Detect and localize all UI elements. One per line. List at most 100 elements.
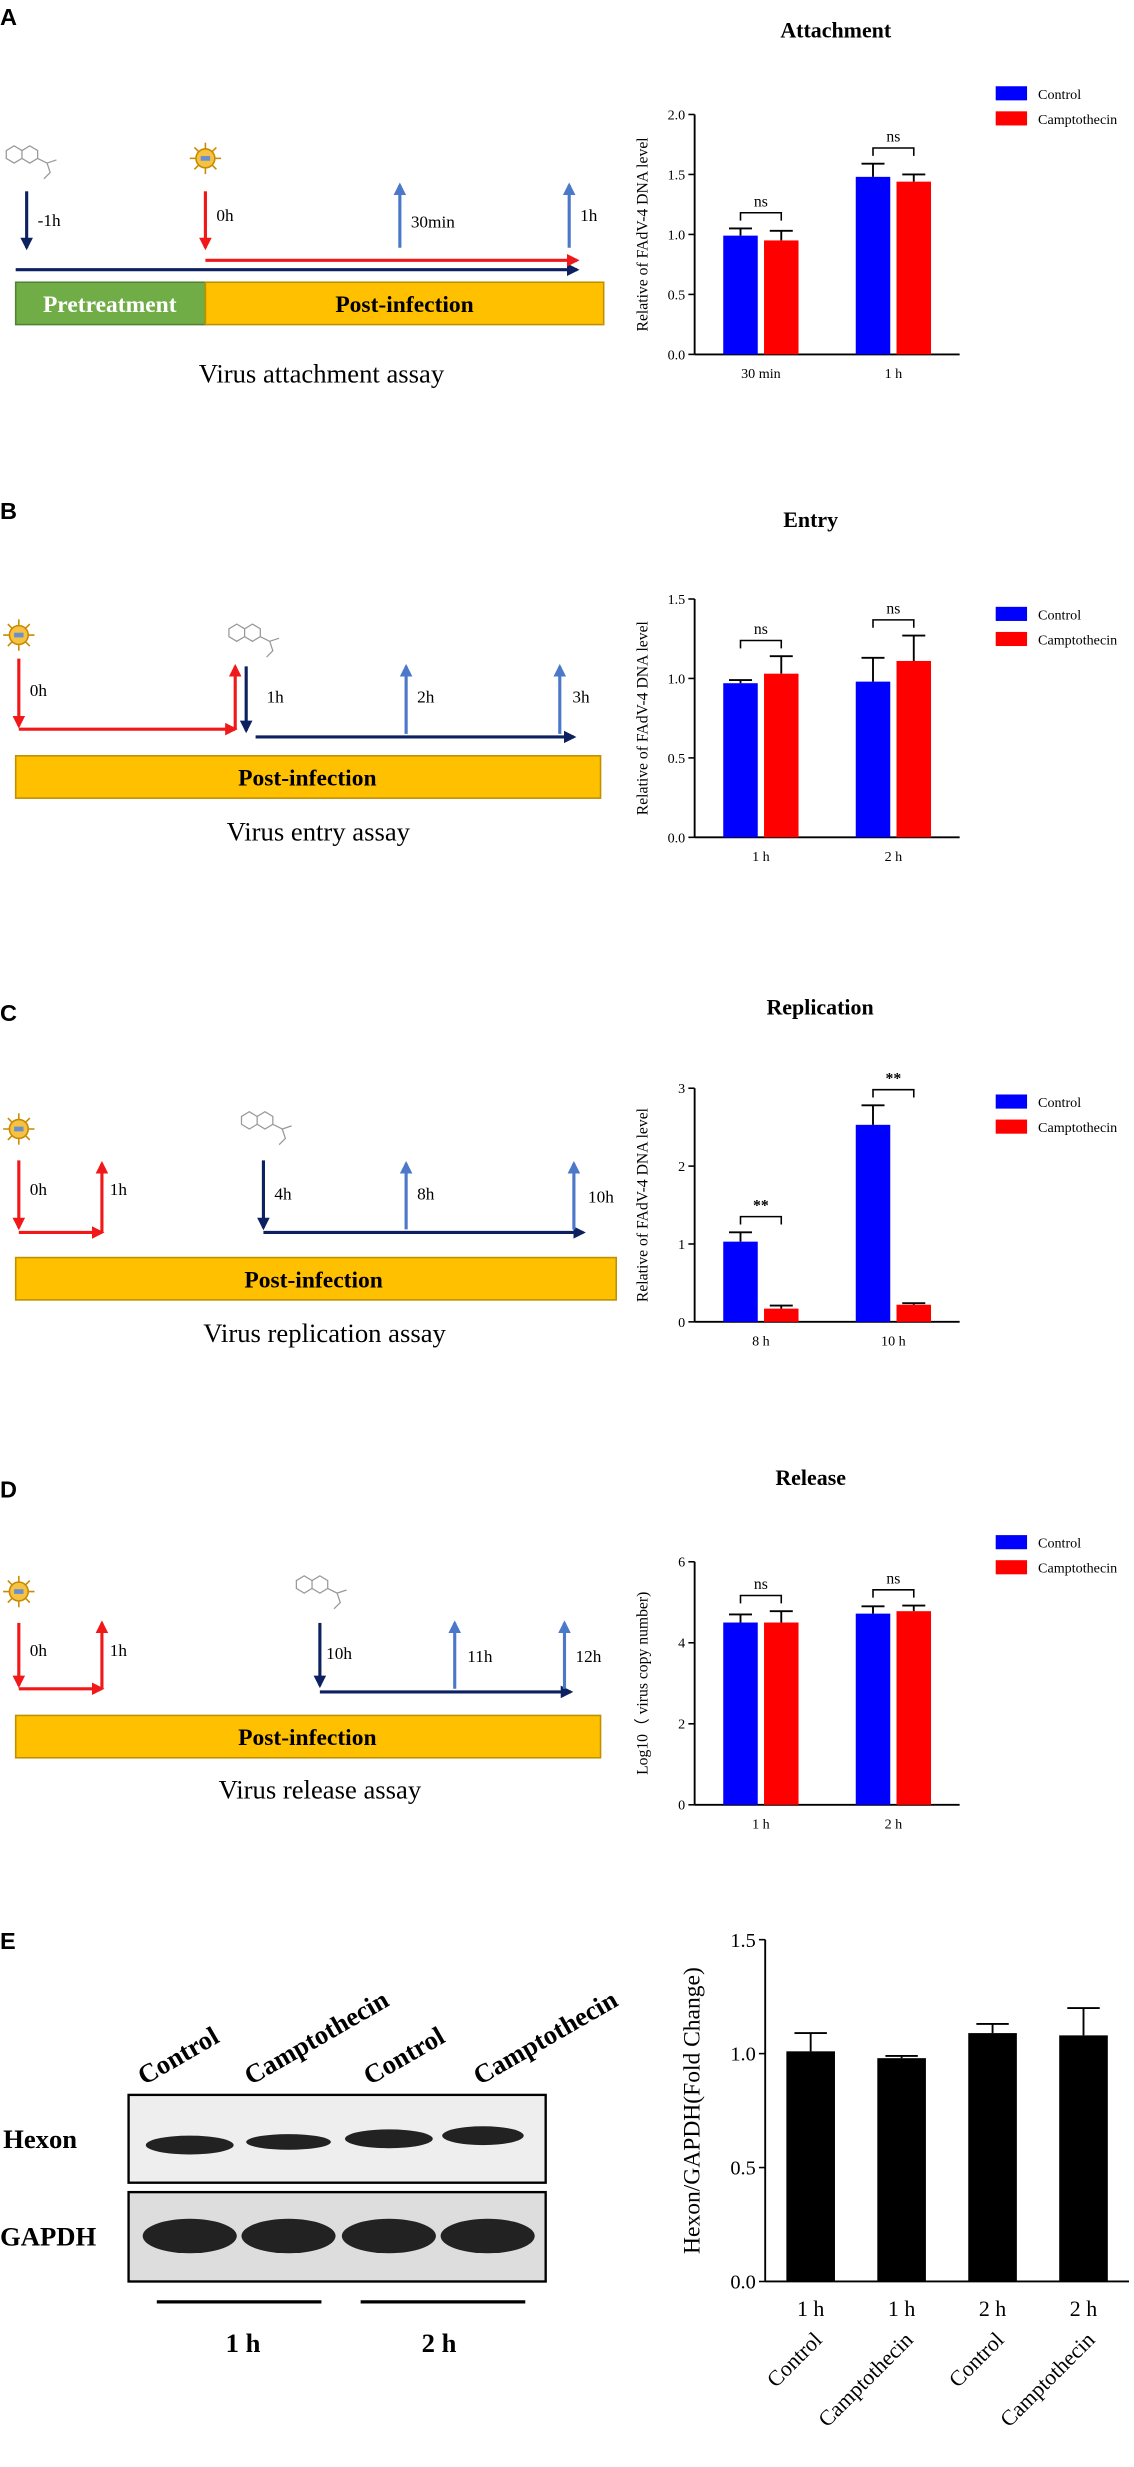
bar [877, 2058, 926, 2282]
group-label: 2 h [422, 2328, 457, 2358]
time-label: -1h [38, 211, 61, 230]
significance-label: ** [753, 1197, 769, 1214]
virus-icon [2, 1112, 36, 1146]
bar [723, 1241, 758, 1322]
chart-title: Release [775, 1465, 846, 1490]
y-tick-label: 1.5 [668, 167, 686, 183]
error-bar [902, 634, 926, 661]
significance-label: ** [886, 1070, 902, 1087]
error-bar [861, 1605, 885, 1614]
y-tick-label: 1.0 [730, 2044, 755, 2066]
bar [786, 2051, 835, 2282]
bar [855, 1124, 891, 1322]
error-bar [729, 679, 753, 684]
legend-label: Camptothecin [1038, 1561, 1117, 1577]
time-label: 12h [575, 1647, 601, 1666]
legend-label: Control [1038, 87, 1081, 103]
time-label: 0h [30, 681, 48, 700]
stage-box [14, 1256, 618, 1301]
bar [896, 1611, 932, 1805]
row-label: Hexon [3, 2124, 77, 2154]
x-tick-label: 8 h [752, 1333, 770, 1349]
y-tick-label: 2 [678, 1717, 685, 1733]
error-bar [902, 1302, 926, 1305]
significance-bracket [739, 1594, 783, 1604]
panel-label: D [0, 1476, 17, 1502]
legend-label: Control [1038, 1536, 1081, 1552]
time-label: 30min [411, 212, 455, 231]
error-bar [769, 1610, 793, 1623]
bar [896, 181, 932, 355]
bar [723, 235, 758, 355]
bar [855, 1613, 891, 1805]
virus-icon [2, 1575, 36, 1609]
error-bar [976, 2023, 1009, 2034]
x-tick-label: 1 h [885, 366, 903, 382]
error-bar [769, 655, 793, 674]
stage-label: Post-infection [238, 766, 376, 792]
y-axis-label: Log10（ virus copy number) [635, 1592, 652, 1775]
significance-bracket [872, 1088, 915, 1098]
significance-bracket [739, 211, 783, 221]
stage-label: Post-infection [335, 292, 473, 318]
significance-label: ns [754, 621, 768, 638]
error-bar [1067, 2007, 1100, 2036]
error-bar [885, 2054, 918, 2059]
bar [896, 1304, 932, 1322]
significance-bracket [872, 147, 915, 156]
stage-label: Post-infection [238, 1725, 376, 1751]
x-tick-label: 1 h [752, 1816, 770, 1832]
y-tick-label: 0.5 [668, 751, 686, 767]
caption: Virus entry assay [227, 816, 411, 846]
legend-label: Camptothecin [1038, 112, 1117, 128]
legend-label: Control [1038, 607, 1081, 623]
bar [764, 673, 799, 838]
lane-label: Camptothecin [468, 1984, 623, 2091]
group-label: 1 h [226, 2328, 261, 2358]
caption: Virus replication assay [203, 1318, 446, 1348]
row-label: GAPDH [0, 2221, 96, 2251]
chart-title: Replication [766, 995, 873, 1020]
x-tick-label: Camptothecin [995, 2327, 1100, 2432]
time-label: 2h [417, 687, 435, 706]
legend-swatch [995, 1560, 1028, 1575]
legend-label: Control [1038, 1095, 1081, 1111]
x-tick-label: 1 h [752, 849, 770, 865]
legend-swatch [995, 631, 1028, 647]
significance-bracket [739, 1215, 783, 1225]
stage-label: Pretreatment [43, 292, 177, 318]
y-tick-label: 0.0 [668, 830, 686, 846]
y-tick-label: 1 [678, 1237, 685, 1253]
x-tick-label: 2 h [1070, 2296, 1097, 2321]
stage-label: Post-infection [244, 1267, 382, 1293]
legend-swatch [995, 111, 1028, 126]
time-label: 3h [572, 687, 590, 706]
significance-label: ns [886, 1571, 900, 1588]
time-label: 1h [267, 687, 285, 706]
legend-swatch [995, 1094, 1028, 1109]
virus-icon [188, 141, 222, 175]
x-tick-label: Control [762, 2327, 827, 2392]
legend-label: Camptothecin [1038, 632, 1117, 648]
bar [764, 1622, 799, 1805]
y-axis-label: Relative of FAdV-4 DNA level [635, 137, 652, 332]
significance-label: ns [886, 601, 900, 618]
y-tick-label: 1.0 [668, 671, 686, 687]
error-bar [729, 1231, 753, 1242]
y-tick-label: 2 [678, 1159, 685, 1175]
chart-title: Attachment [780, 18, 892, 43]
error-bar [902, 173, 926, 182]
y-tick-label: 3 [678, 1081, 685, 1097]
stage-box [14, 281, 207, 326]
time-label: 1h [110, 1641, 128, 1660]
y-tick-label: 0.0 [730, 2272, 755, 2294]
error-bar [902, 1604, 926, 1612]
y-axis-label: Relative of FAdV-4 DNA level [635, 620, 652, 815]
significance-bracket [739, 639, 783, 649]
drug-icon [240, 1111, 293, 1146]
legend-swatch [995, 1119, 1028, 1134]
bands [142, 2126, 535, 2254]
x-tick-label: 2 h [885, 1816, 903, 1832]
bar [855, 681, 891, 838]
time-label: 4h [274, 1185, 292, 1204]
